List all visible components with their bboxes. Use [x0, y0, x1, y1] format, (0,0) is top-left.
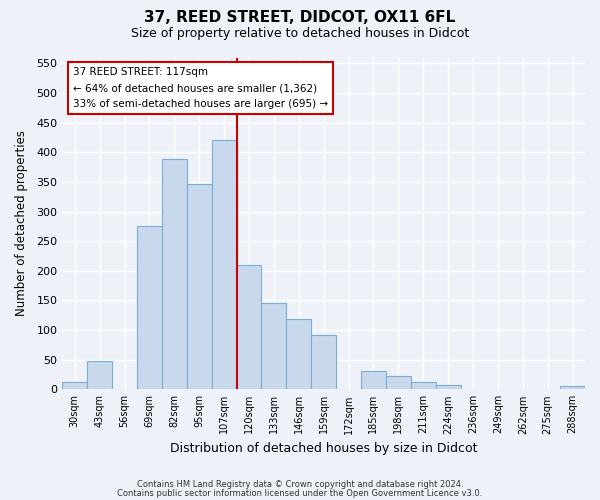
Bar — [212, 140, 236, 390]
Bar — [436, 384, 461, 390]
Bar — [87, 361, 112, 390]
Bar — [286, 320, 311, 390]
Bar — [262, 304, 286, 390]
Text: Size of property relative to detached houses in Didcot: Size of property relative to detached ho… — [131, 28, 469, 40]
Bar — [62, 382, 87, 390]
Bar — [137, 226, 162, 390]
Y-axis label: Number of detached properties: Number of detached properties — [15, 130, 28, 316]
Bar — [187, 184, 212, 390]
Bar — [162, 160, 187, 390]
Bar — [411, 382, 436, 390]
X-axis label: Distribution of detached houses by size in Didcot: Distribution of detached houses by size … — [170, 442, 478, 455]
Text: Contains public sector information licensed under the Open Government Licence v3: Contains public sector information licen… — [118, 488, 482, 498]
Text: Contains HM Land Registry data © Crown copyright and database right 2024.: Contains HM Land Registry data © Crown c… — [137, 480, 463, 489]
Bar — [560, 386, 585, 390]
Bar — [361, 371, 386, 390]
Text: 37, REED STREET, DIDCOT, OX11 6FL: 37, REED STREET, DIDCOT, OX11 6FL — [145, 10, 455, 25]
Bar — [386, 376, 411, 390]
Bar — [236, 265, 262, 390]
Text: 37 REED STREET: 117sqm
← 64% of detached houses are smaller (1,362)
33% of semi-: 37 REED STREET: 117sqm ← 64% of detached… — [73, 68, 328, 108]
Bar — [311, 335, 336, 390]
